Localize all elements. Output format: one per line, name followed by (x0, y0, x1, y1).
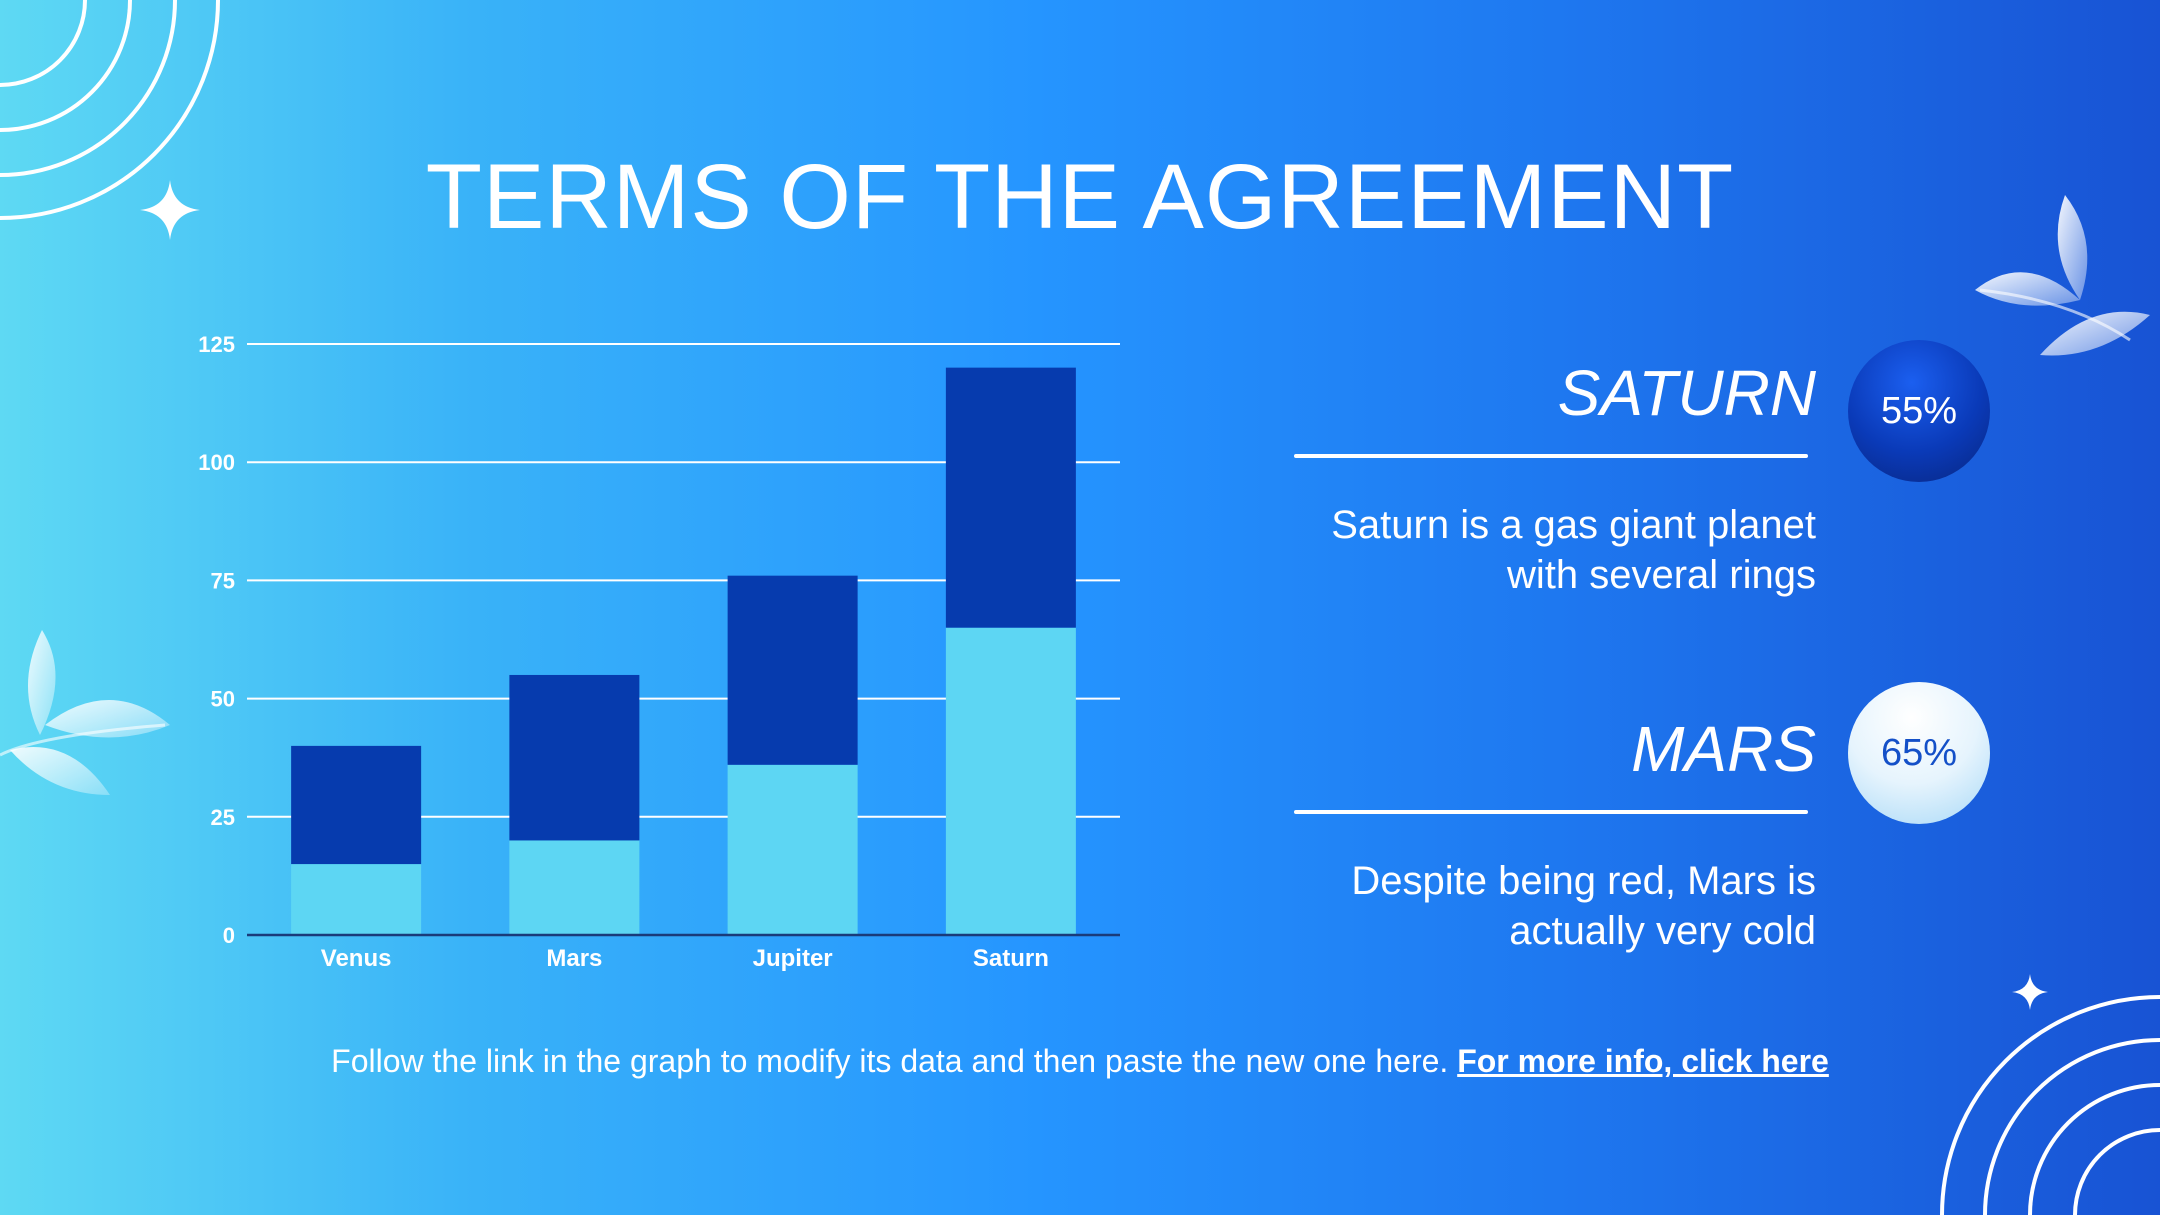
divider (1294, 810, 1808, 814)
description-line: Saturn is a gas giant planet (1331, 503, 1816, 547)
percent-value: 55% (1880, 389, 1958, 432)
bar-segment (945, 367, 1076, 628)
bar-segment (291, 745, 422, 865)
planet-description: Despite being red, Mars is actually very… (1256, 856, 1816, 956)
y-tick-label: 100 (198, 450, 235, 475)
bar-segment (509, 840, 640, 935)
y-tick-label: 75 (211, 568, 235, 593)
x-tick-label: Saturn (973, 945, 1049, 972)
bar-segment (727, 575, 858, 765)
planet-description: Saturn is a gas giant planet with severa… (1256, 500, 1816, 600)
planet-panel-saturn: SATURN 55% Saturn is a gas giant planet … (1294, 340, 1994, 610)
bar-segment (509, 674, 640, 841)
x-tick-label: Mars (546, 945, 602, 972)
footer-text: Follow the link in the graph to modify i… (331, 1043, 1449, 1079)
bar-segment (945, 627, 1076, 935)
leaf-icon (0, 630, 170, 795)
y-tick-label: 25 (211, 805, 235, 830)
slide-title: TERMS OF THE AGREEMENT (425, 146, 1735, 248)
stacked-bar-chart: 0 25 50 75 100 125 Venus Mars Jupiter Saturn (198, 332, 1120, 972)
footer-note: Follow the link in the graph to modify i… (0, 1043, 2160, 1080)
sparkle-icon (2012, 974, 2048, 1010)
bar-segment (727, 764, 858, 935)
concentric-arcs-icon (1940, 995, 2160, 1215)
y-tick-label: 125 (198, 332, 235, 357)
planet-name: SATURN (1557, 357, 1816, 429)
planet-panel-mars: MARS 65% Despite being red, Mars is actu… (1294, 682, 1994, 953)
y-tick-label: 50 (211, 687, 235, 712)
concentric-arcs-icon (0, 0, 220, 220)
planet-name: MARS (1631, 713, 1816, 785)
bar-segment (291, 864, 422, 935)
percent-badge: 65% (1848, 682, 1990, 824)
leaf-icon (1975, 195, 2150, 356)
percent-value: 65% (1880, 731, 1958, 774)
description-line: with several rings (1506, 553, 1816, 597)
y-tick-label: 0 (223, 923, 235, 948)
percent-badge: 55% (1848, 340, 1990, 482)
x-tick-label: Jupiter (753, 945, 833, 972)
more-info-link[interactable]: For more info, click here (1457, 1043, 1829, 1079)
description-line: actually very cold (1509, 909, 1816, 953)
sparkle-icon (140, 180, 200, 240)
x-tick-label: Venus (321, 945, 392, 972)
description-line: Despite being red, Mars is (1351, 859, 1816, 903)
divider (1294, 454, 1808, 458)
